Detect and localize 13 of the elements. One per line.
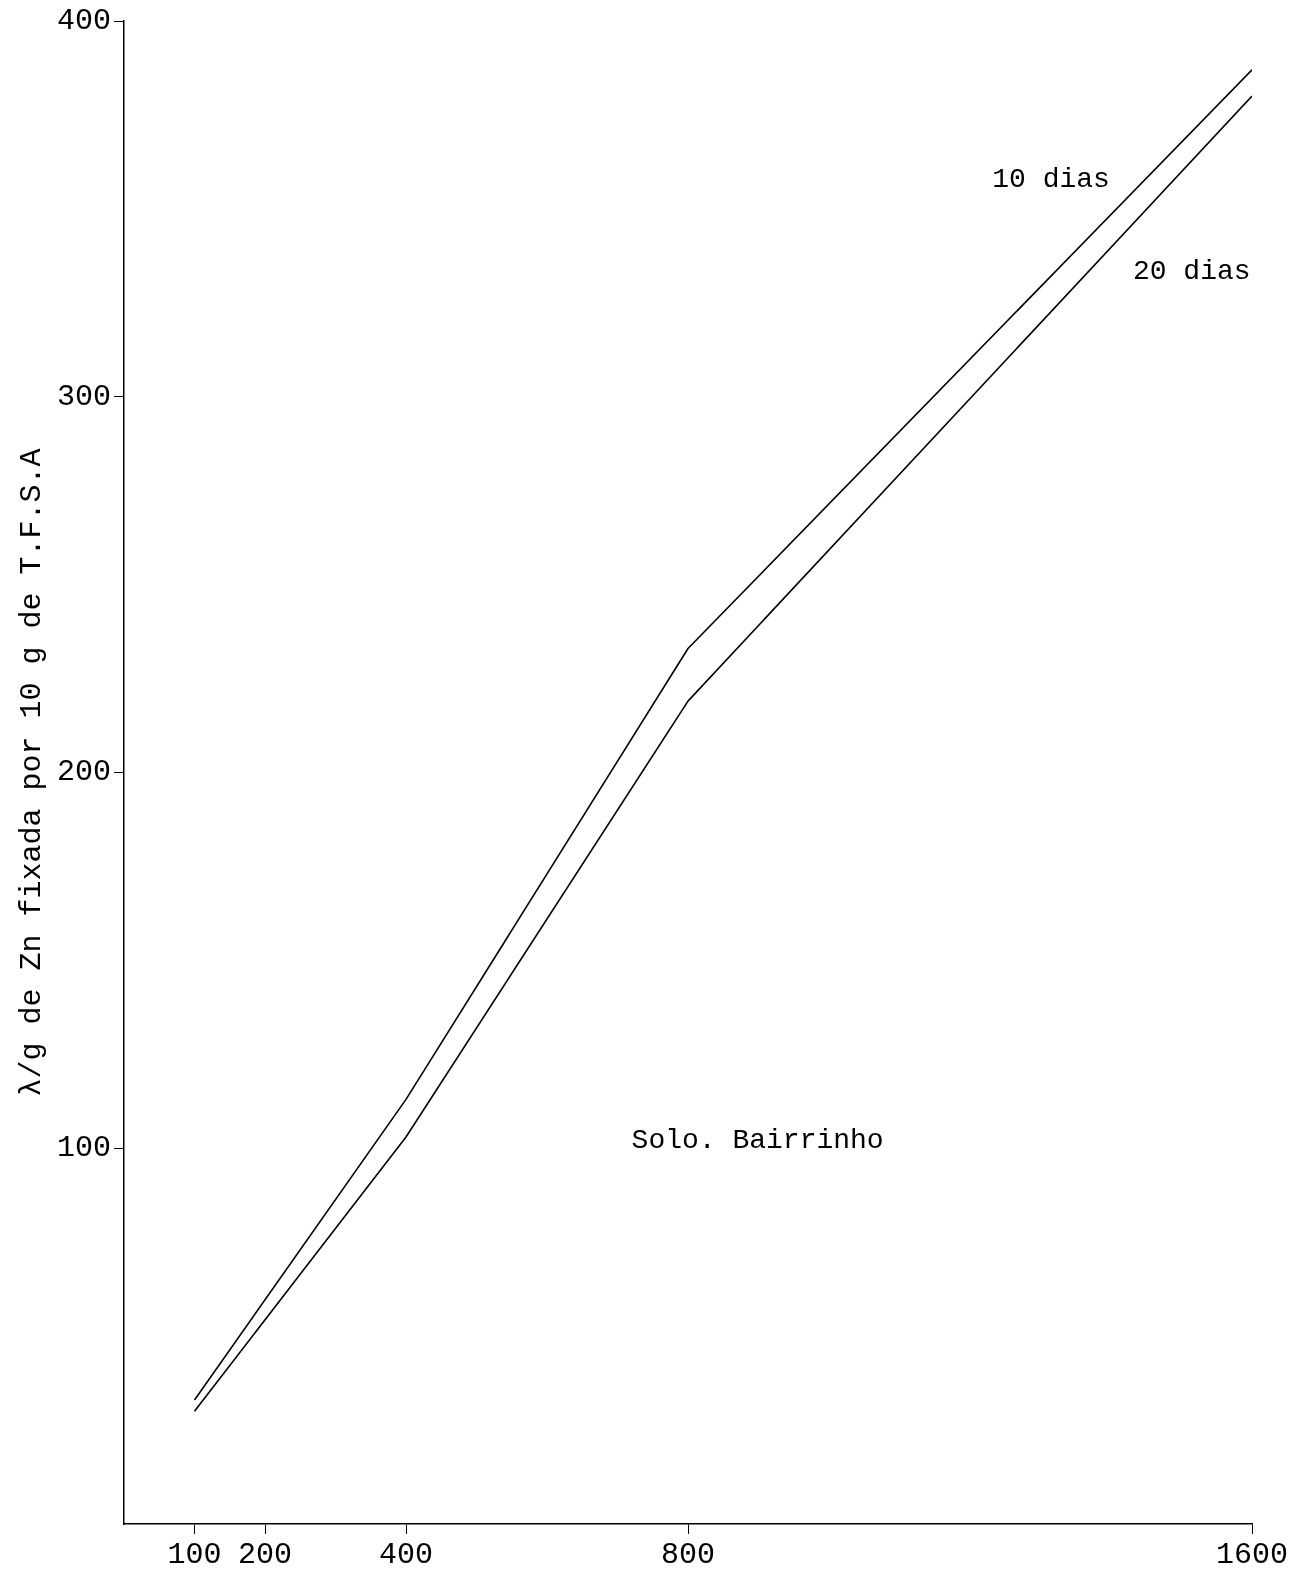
annotation: Solo. Bairrinho <box>631 1125 884 1157</box>
x-tick-label: 200 <box>238 1537 293 1572</box>
y-tick-label: 300 <box>56 379 112 414</box>
x-tick-label: 100 <box>167 1537 222 1572</box>
series-label: 20 dias <box>1132 256 1251 288</box>
y-axis-title: λ/g de Zn fixada por 10 g de T.F.S.A <box>14 448 49 1097</box>
x-tick-label: 400 <box>379 1537 434 1572</box>
x-tick-label: 800 <box>661 1537 716 1572</box>
y-tick-label: 100 <box>56 1131 112 1166</box>
series-label: 10 dias <box>992 164 1110 196</box>
x-tick-label: 1600 <box>1215 1537 1289 1572</box>
y-tick-label: 400 <box>56 3 112 38</box>
y-tick-label: 200 <box>56 755 112 790</box>
